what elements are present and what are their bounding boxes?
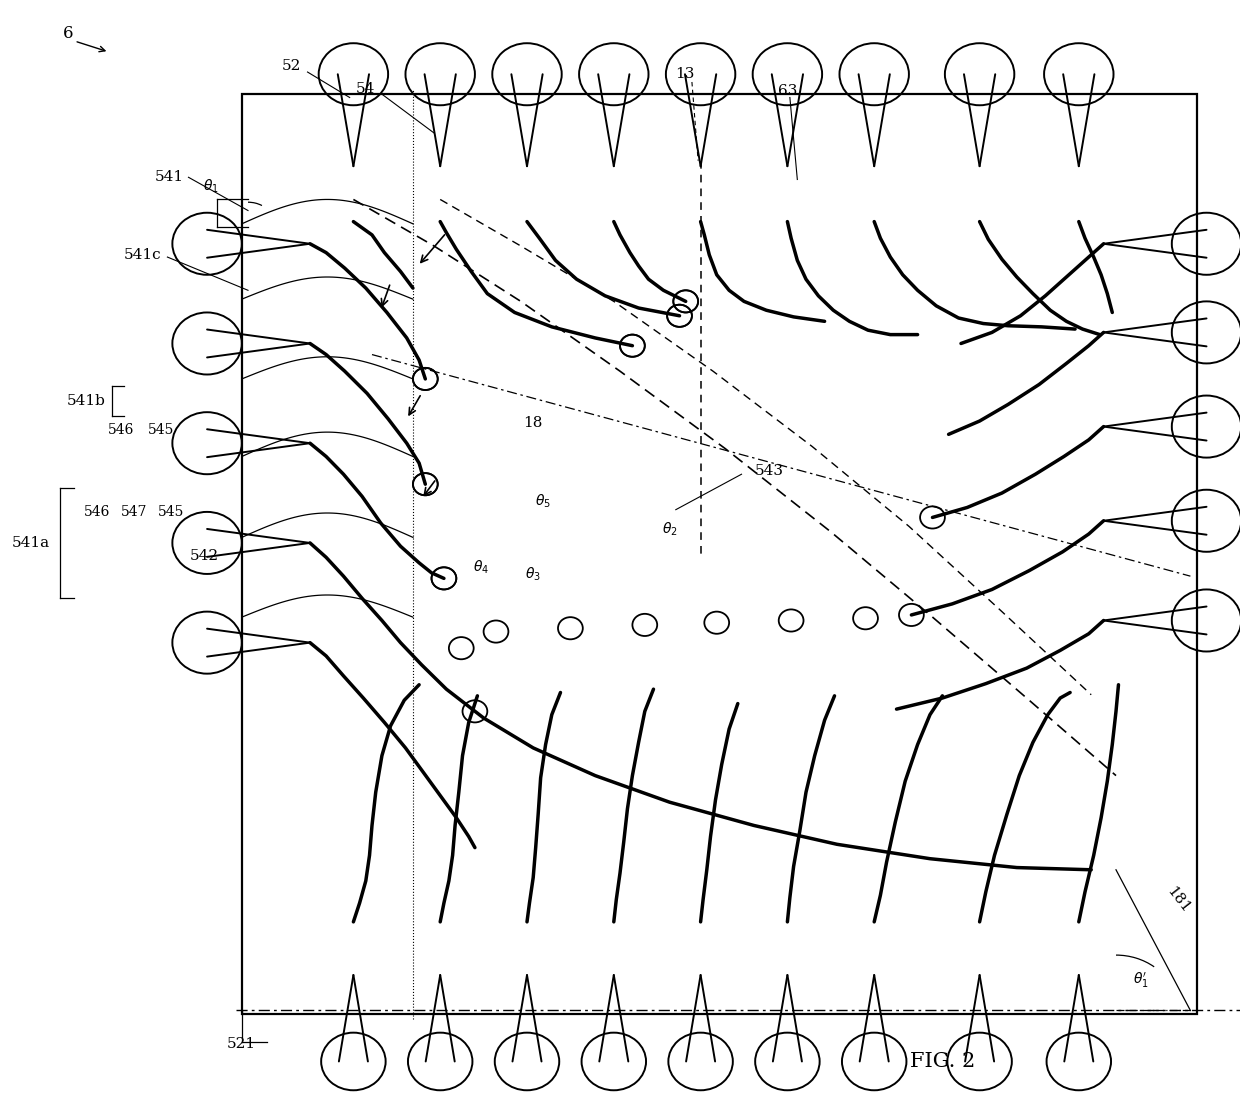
- Text: 547: 547: [120, 505, 148, 519]
- Text: 52: 52: [281, 60, 301, 73]
- Text: 542: 542: [190, 550, 219, 563]
- Text: $\theta_3$: $\theta_3$: [526, 565, 541, 583]
- Text: $\theta_5$: $\theta_5$: [536, 492, 551, 510]
- Text: 546: 546: [108, 423, 135, 437]
- Text: $\theta_4$: $\theta_4$: [474, 558, 489, 576]
- Text: $\theta_1$: $\theta_1$: [203, 177, 218, 195]
- Text: 545: 545: [157, 505, 185, 519]
- Bar: [242, 94, 1197, 1014]
- Text: 63: 63: [777, 84, 797, 98]
- Text: 54: 54: [356, 82, 376, 95]
- Text: 546: 546: [83, 505, 110, 519]
- Text: 545: 545: [148, 423, 175, 437]
- Text: 6: 6: [63, 24, 73, 42]
- Text: 541c: 541c: [124, 248, 161, 261]
- Text: 521: 521: [227, 1037, 257, 1050]
- Text: 541a: 541a: [11, 536, 50, 550]
- Text: 181: 181: [1163, 884, 1193, 915]
- Text: 18: 18: [523, 417, 543, 430]
- Text: 541: 541: [155, 171, 184, 184]
- Text: 541b: 541b: [67, 394, 105, 408]
- Text: 13: 13: [675, 68, 694, 81]
- Text: $\theta_1'$: $\theta_1'$: [1133, 971, 1148, 991]
- Text: $\theta_2$: $\theta_2$: [662, 521, 677, 538]
- Text: 543: 543: [754, 464, 784, 478]
- Text: FIG. 2: FIG. 2: [910, 1051, 975, 1071]
